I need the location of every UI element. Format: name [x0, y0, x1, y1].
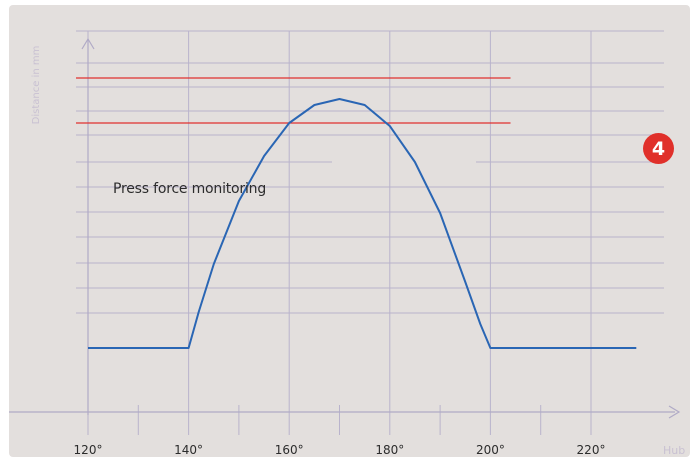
y-axis-label: Distance in mm	[31, 46, 42, 125]
x-tick-label: 200°	[476, 443, 505, 457]
x-tick-label: 120°	[74, 443, 103, 457]
x-tick-label: 220°	[577, 443, 606, 457]
step-badge: 4	[643, 133, 674, 164]
y-axis-arrow	[81, 37, 95, 50]
grid	[76, 30, 664, 435]
threshold-lines	[76, 77, 511, 124]
x-axis-arrow	[668, 405, 681, 419]
x-tick-label: 140°	[174, 443, 203, 457]
axes	[9, 37, 681, 419]
x-tick-labels: 120° 140° 160° 180° 200° 220°	[74, 443, 606, 457]
x-axis-label: Hub	[663, 444, 685, 457]
series-group	[88, 98, 637, 349]
x-tick-label: 160°	[275, 443, 304, 457]
chart-figure: 120° 140° 160° 180° 200° 220° Hub Distance in…	[9, 5, 690, 457]
annotation-press-force: Press force monitoring	[113, 181, 267, 197]
x-tick-label: 180°	[375, 443, 404, 457]
series-line	[88, 98, 637, 349]
chart-svg: 120° 140° 160° 180° 200° 220° Hub Distance in…	[9, 30, 685, 457]
